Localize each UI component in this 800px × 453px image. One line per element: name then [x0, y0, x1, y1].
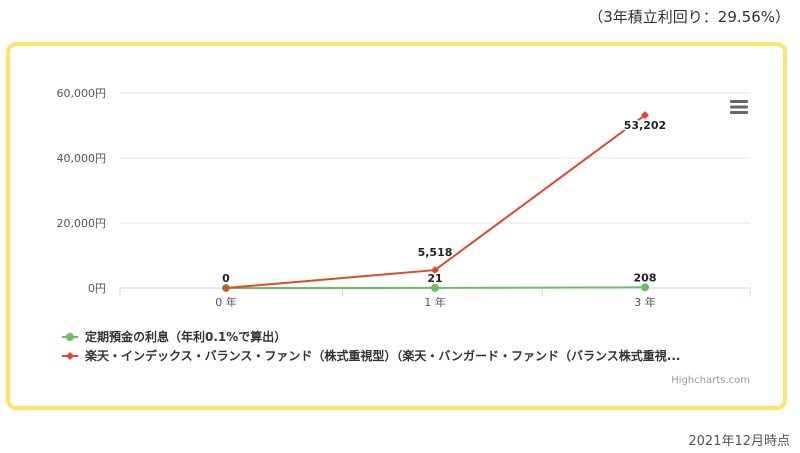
- yield-note: （3年積立利回り：29.56%）: [588, 8, 790, 26]
- hamburger-menu-icon[interactable]: [728, 98, 750, 118]
- data-label: 0: [222, 272, 230, 285]
- y-tick-label: 0円: [88, 282, 106, 295]
- legend-label[interactable]: 楽天・インデックス・バランス・ファンド（株式重視型）（楽天・バンガード・ファンド…: [85, 348, 680, 363]
- data-label: 53,202: [624, 119, 666, 132]
- x-tick-label: 3 年: [634, 295, 656, 309]
- y-tick-label: 20,000円: [57, 217, 107, 230]
- x-tick-label: 0 年: [215, 295, 237, 309]
- legend-marker: [66, 352, 74, 360]
- x-tick-label: 1 年: [424, 295, 446, 309]
- y-axis: 0円 20,000円 40,000円 60,000円: [57, 87, 107, 295]
- legend: 定期預金の利息（年利0.1%で算出） 楽天・インデックス・バランス・ファンド（株式…: [62, 329, 680, 363]
- legend-label[interactable]: 定期預金の利息（年利0.1%で算出）: [85, 329, 286, 344]
- data-point: [431, 283, 439, 292]
- grid-lines: [120, 92, 750, 224]
- data-point: [641, 283, 649, 292]
- series-line: [225, 114, 646, 289]
- credits-label[interactable]: Highcharts.com: [671, 375, 750, 386]
- chart-frame: [6, 42, 787, 410]
- data-point: [222, 284, 230, 292]
- data-point: [431, 266, 439, 275]
- data-point: [641, 111, 649, 120]
- data-label: 5,518: [418, 246, 453, 259]
- data-label: 208: [634, 271, 657, 284]
- y-tick-label: 40,000円: [57, 152, 107, 165]
- data-label: 21: [427, 272, 442, 285]
- date-note: 2021年12月時点: [688, 434, 790, 449]
- data-labels: 0 5,518 53,202 21 208: [221, 118, 668, 287]
- series-layer: [222, 111, 649, 292]
- y-tick-label: 60,000円: [57, 87, 107, 100]
- legend-marker: [66, 333, 74, 341]
